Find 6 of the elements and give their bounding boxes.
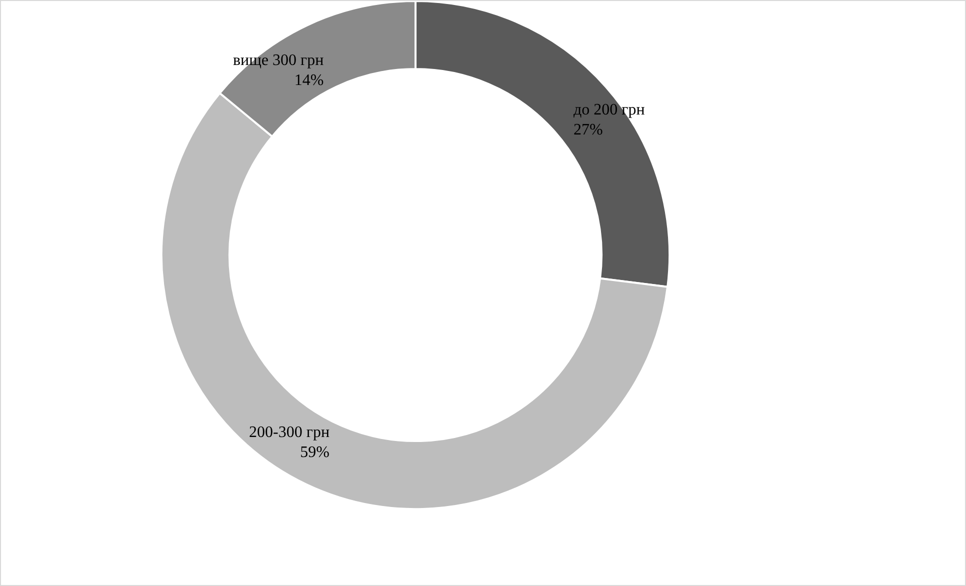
data-label: 59% bbox=[300, 444, 330, 461]
data-label: 27% bbox=[574, 122, 603, 139]
slice-label: вище 300 грн bbox=[232, 52, 324, 69]
data-label: 14% bbox=[294, 72, 324, 89]
slice-label: 200-300 грн bbox=[249, 424, 330, 441]
slice-label: до 200 грн bbox=[574, 102, 646, 119]
